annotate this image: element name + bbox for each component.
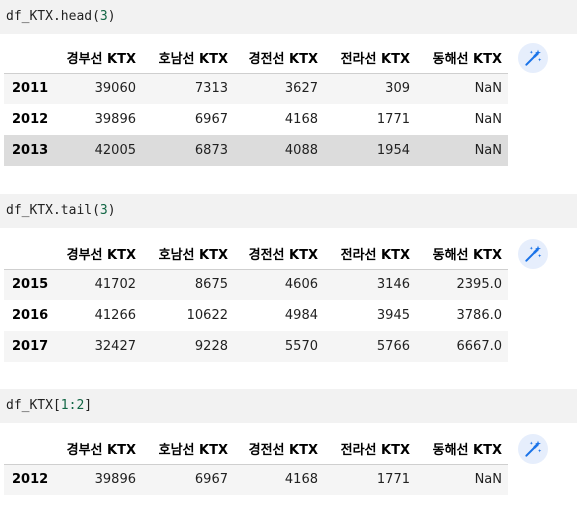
code-text: df_KTX.tail( bbox=[6, 203, 100, 218]
table-cell: 4168 bbox=[284, 472, 318, 488]
column-header: 전라선 KTX bbox=[324, 42, 416, 74]
table-header-row: 경부선 KTX 호남선 KTX 경전선 KTX 전라선 KTX 동해선 KTX bbox=[4, 42, 508, 74]
magic-wand-sparkle-icon-svg bbox=[525, 440, 542, 457]
table-cell: 10622 bbox=[186, 308, 228, 323]
column-header: 경전선 KTX bbox=[234, 433, 324, 465]
table-cell: 8675 bbox=[194, 277, 228, 293]
table-cell: 1771 bbox=[376, 112, 410, 127]
code-cell-2[interactable]: df_KTX.tail(3) bbox=[0, 194, 577, 228]
table-cell: NaN bbox=[474, 472, 502, 488]
table-header-row: 경부선 KTX 호남선 KTX 경전선 KTX 전라선 KTX 동해선 KTX bbox=[4, 433, 508, 465]
table-cell: 7313 bbox=[194, 81, 228, 97]
dataframe-table: 경부선 KTX 호남선 KTX 경전선 KTX 전라선 KTX 동해선 KTX … bbox=[4, 238, 508, 362]
table-cell: 39896 bbox=[94, 112, 136, 127]
code-text: ] bbox=[84, 398, 93, 413]
table-row: 2012 39896 6967 4168 1771 NaN bbox=[4, 464, 508, 495]
table-cell: 39060 bbox=[94, 81, 136, 97]
magic-wand-sparkle-icon[interactable] bbox=[518, 434, 548, 464]
table-row: 2015 41702 8675 4606 3146 2395.0 bbox=[4, 269, 508, 300]
row-index: 2017 bbox=[12, 339, 49, 354]
table-cell: NaN bbox=[474, 143, 502, 158]
table-cell: 3786.0 bbox=[456, 308, 503, 323]
table-cell: 309 bbox=[385, 81, 410, 97]
row-index: 2012 bbox=[12, 472, 49, 488]
table-cell: 6873 bbox=[194, 143, 228, 158]
index-header bbox=[4, 42, 56, 74]
table-row: 2011 39060 7313 3627 309 NaN bbox=[4, 73, 508, 104]
column-header: 동해선 KTX bbox=[416, 238, 508, 270]
table-row: 2013 42005 6873 4088 1954 NaN bbox=[4, 135, 508, 166]
table-cell: 4606 bbox=[284, 277, 318, 293]
code-number: 1:2 bbox=[60, 398, 85, 413]
table-cell: 3627 bbox=[284, 81, 318, 97]
column-header: 경전선 KTX bbox=[234, 238, 324, 270]
table-cell: 4984 bbox=[284, 308, 318, 323]
code-text: ) bbox=[107, 9, 116, 24]
code-number: 3 bbox=[99, 203, 108, 218]
code-text: ) bbox=[107, 203, 116, 218]
dataframe-table: 경부선 KTX 호남선 KTX 경전선 KTX 전라선 KTX 동해선 KTX … bbox=[4, 433, 508, 495]
column-header: 경전선 KTX bbox=[234, 42, 324, 74]
row-index: 2013 bbox=[12, 143, 49, 158]
table-cell: 5570 bbox=[284, 339, 318, 354]
column-header: 동해선 KTX bbox=[416, 433, 508, 465]
output-cell-2: 경부선 KTX 호남선 KTX 경전선 KTX 전라선 KTX 동해선 KTX … bbox=[0, 238, 577, 366]
index-header bbox=[4, 433, 56, 465]
output-cell-3: 경부선 KTX 호남선 KTX 경전선 KTX 전라선 KTX 동해선 KTX … bbox=[0, 433, 577, 499]
column-header: 호남선 KTX bbox=[142, 433, 234, 465]
row-index: 2012 bbox=[12, 112, 49, 127]
table-cell: 4088 bbox=[284, 143, 318, 158]
code-text: df_KTX[ bbox=[6, 398, 61, 413]
table-cell: 9228 bbox=[194, 339, 228, 354]
table-cell: 6967 bbox=[194, 112, 228, 127]
table-cell: 6667.0 bbox=[456, 339, 503, 354]
magic-wand-sparkle-icon-svg bbox=[525, 49, 542, 66]
dataframe-table: 경부선 KTX 호남선 KTX 경전선 KTX 전라선 KTX 동해선 KTX … bbox=[4, 42, 508, 166]
table-header-row: 경부선 KTX 호남선 KTX 경전선 KTX 전라선 KTX 동해선 KTX bbox=[4, 238, 508, 270]
table-cell: 42005 bbox=[94, 143, 136, 158]
table-cell: 41702 bbox=[94, 277, 136, 293]
row-index: 2015 bbox=[12, 277, 49, 293]
table-cell: 32427 bbox=[94, 339, 136, 354]
magic-wand-sparkle-icon-svg bbox=[525, 245, 542, 262]
table-row: 2017 32427 9228 5570 5766 6667.0 bbox=[4, 331, 508, 362]
table-row: 2012 39896 6967 4168 1771 NaN bbox=[4, 104, 508, 135]
row-index: 2011 bbox=[12, 81, 49, 97]
column-header: 경부선 KTX bbox=[56, 42, 142, 74]
column-header: 호남선 KTX bbox=[142, 238, 234, 270]
column-header: 호남선 KTX bbox=[142, 42, 234, 74]
table-cell: 3146 bbox=[376, 277, 410, 293]
table-cell: NaN bbox=[474, 81, 502, 97]
code-number: 3 bbox=[99, 9, 108, 24]
magic-wand-sparkle-icon[interactable] bbox=[518, 239, 548, 269]
table-cell: 6967 bbox=[194, 472, 228, 488]
table-cell: 5766 bbox=[376, 339, 410, 354]
column-header: 전라선 KTX bbox=[324, 433, 416, 465]
column-header: 동해선 KTX bbox=[416, 42, 508, 74]
table-cell: 1771 bbox=[376, 472, 410, 488]
table-cell: 1954 bbox=[376, 143, 410, 158]
output-cell-1: 경부선 KTX 호남선 KTX 경전선 KTX 전라선 KTX 동해선 KTX … bbox=[0, 42, 577, 170]
table-row: 2016 41266 10622 4984 3945 3786.0 bbox=[4, 300, 508, 331]
table-cell: 4168 bbox=[284, 112, 318, 127]
code-cell-3[interactable]: df_KTX[1:2] bbox=[0, 389, 577, 423]
table-cell: 41266 bbox=[94, 308, 136, 323]
column-header: 전라선 KTX bbox=[324, 238, 416, 270]
table-cell: 39896 bbox=[94, 472, 136, 488]
table-cell: NaN bbox=[474, 112, 502, 127]
index-header bbox=[4, 238, 56, 270]
table-cell: 2395.0 bbox=[456, 277, 503, 293]
code-cell-1[interactable]: df_KTX.head(3) bbox=[0, 0, 577, 34]
column-header: 경부선 KTX bbox=[56, 433, 142, 465]
magic-wand-sparkle-icon[interactable] bbox=[518, 43, 548, 73]
code-text: df_KTX.head( bbox=[6, 9, 100, 24]
table-cell: 3945 bbox=[376, 308, 410, 323]
column-header: 경부선 KTX bbox=[56, 238, 142, 270]
row-index: 2016 bbox=[12, 308, 49, 323]
